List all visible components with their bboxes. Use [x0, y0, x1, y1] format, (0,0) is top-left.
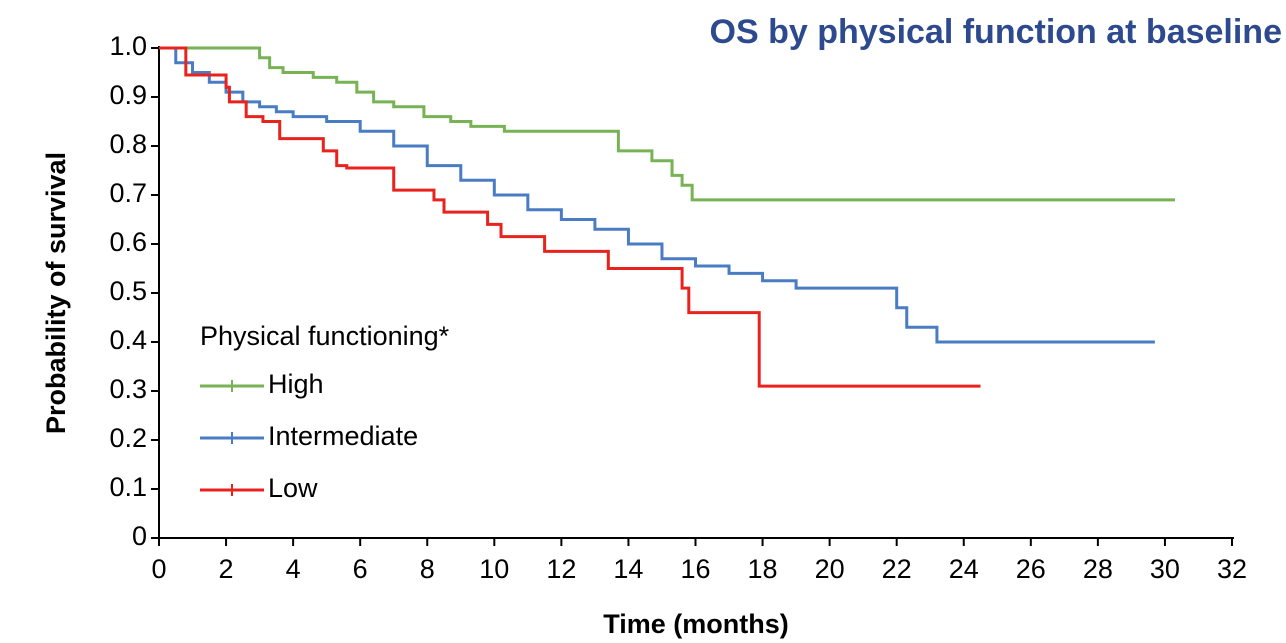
x-tick-label: 28 — [1083, 554, 1113, 584]
x-tick-label: 12 — [546, 554, 576, 584]
y-tick-label: 0.9 — [109, 80, 147, 110]
x-tick-label: 8 — [420, 554, 435, 584]
y-axis-label: Probability of survival — [41, 152, 71, 434]
x-tick-label: 2 — [219, 554, 234, 584]
x-tick-label: 26 — [1016, 554, 1046, 584]
x-axis-label: Time (months) — [603, 609, 789, 639]
y-tick-label: 0.5 — [109, 276, 147, 306]
y-tick-label: 0.3 — [109, 374, 147, 404]
x-tick-label: 32 — [1217, 554, 1247, 584]
survival-curve — [159, 46, 1175, 202]
x-tick-label: 18 — [748, 554, 778, 584]
y-tick-label: 0.2 — [109, 423, 147, 453]
x-tick-label: 16 — [680, 554, 710, 584]
y-tick-label: 0.6 — [109, 227, 147, 257]
x-tick-label: 20 — [815, 554, 845, 584]
y-tick-label: 0.8 — [109, 129, 147, 159]
x-tick-label: 10 — [479, 554, 509, 584]
x-tick-label: 14 — [613, 554, 643, 584]
legend-title: Physical functioning* — [200, 321, 450, 351]
y-tick-label: 0.1 — [109, 472, 147, 502]
y-tick-label: 0 — [132, 521, 147, 551]
legend-label: High — [268, 369, 324, 399]
x-tick-label: 0 — [151, 554, 166, 584]
legend-label: Low — [268, 473, 318, 503]
x-tick-label: 22 — [882, 554, 912, 584]
survival-curve — [159, 46, 981, 388]
x-tick-label: 4 — [286, 554, 301, 584]
chart-title: OS by physical function at baseline — [710, 13, 1282, 51]
y-tick-label: 1.0 — [109, 31, 147, 61]
legend-label: Intermediate — [268, 421, 418, 451]
x-tick-label: 30 — [1150, 554, 1180, 584]
y-tick-label: 0.4 — [109, 325, 147, 355]
x-tick-label: 6 — [353, 554, 368, 584]
y-tick-label: 0.7 — [109, 178, 147, 208]
survival-curve — [159, 46, 1155, 344]
x-tick-label: 24 — [949, 554, 979, 584]
